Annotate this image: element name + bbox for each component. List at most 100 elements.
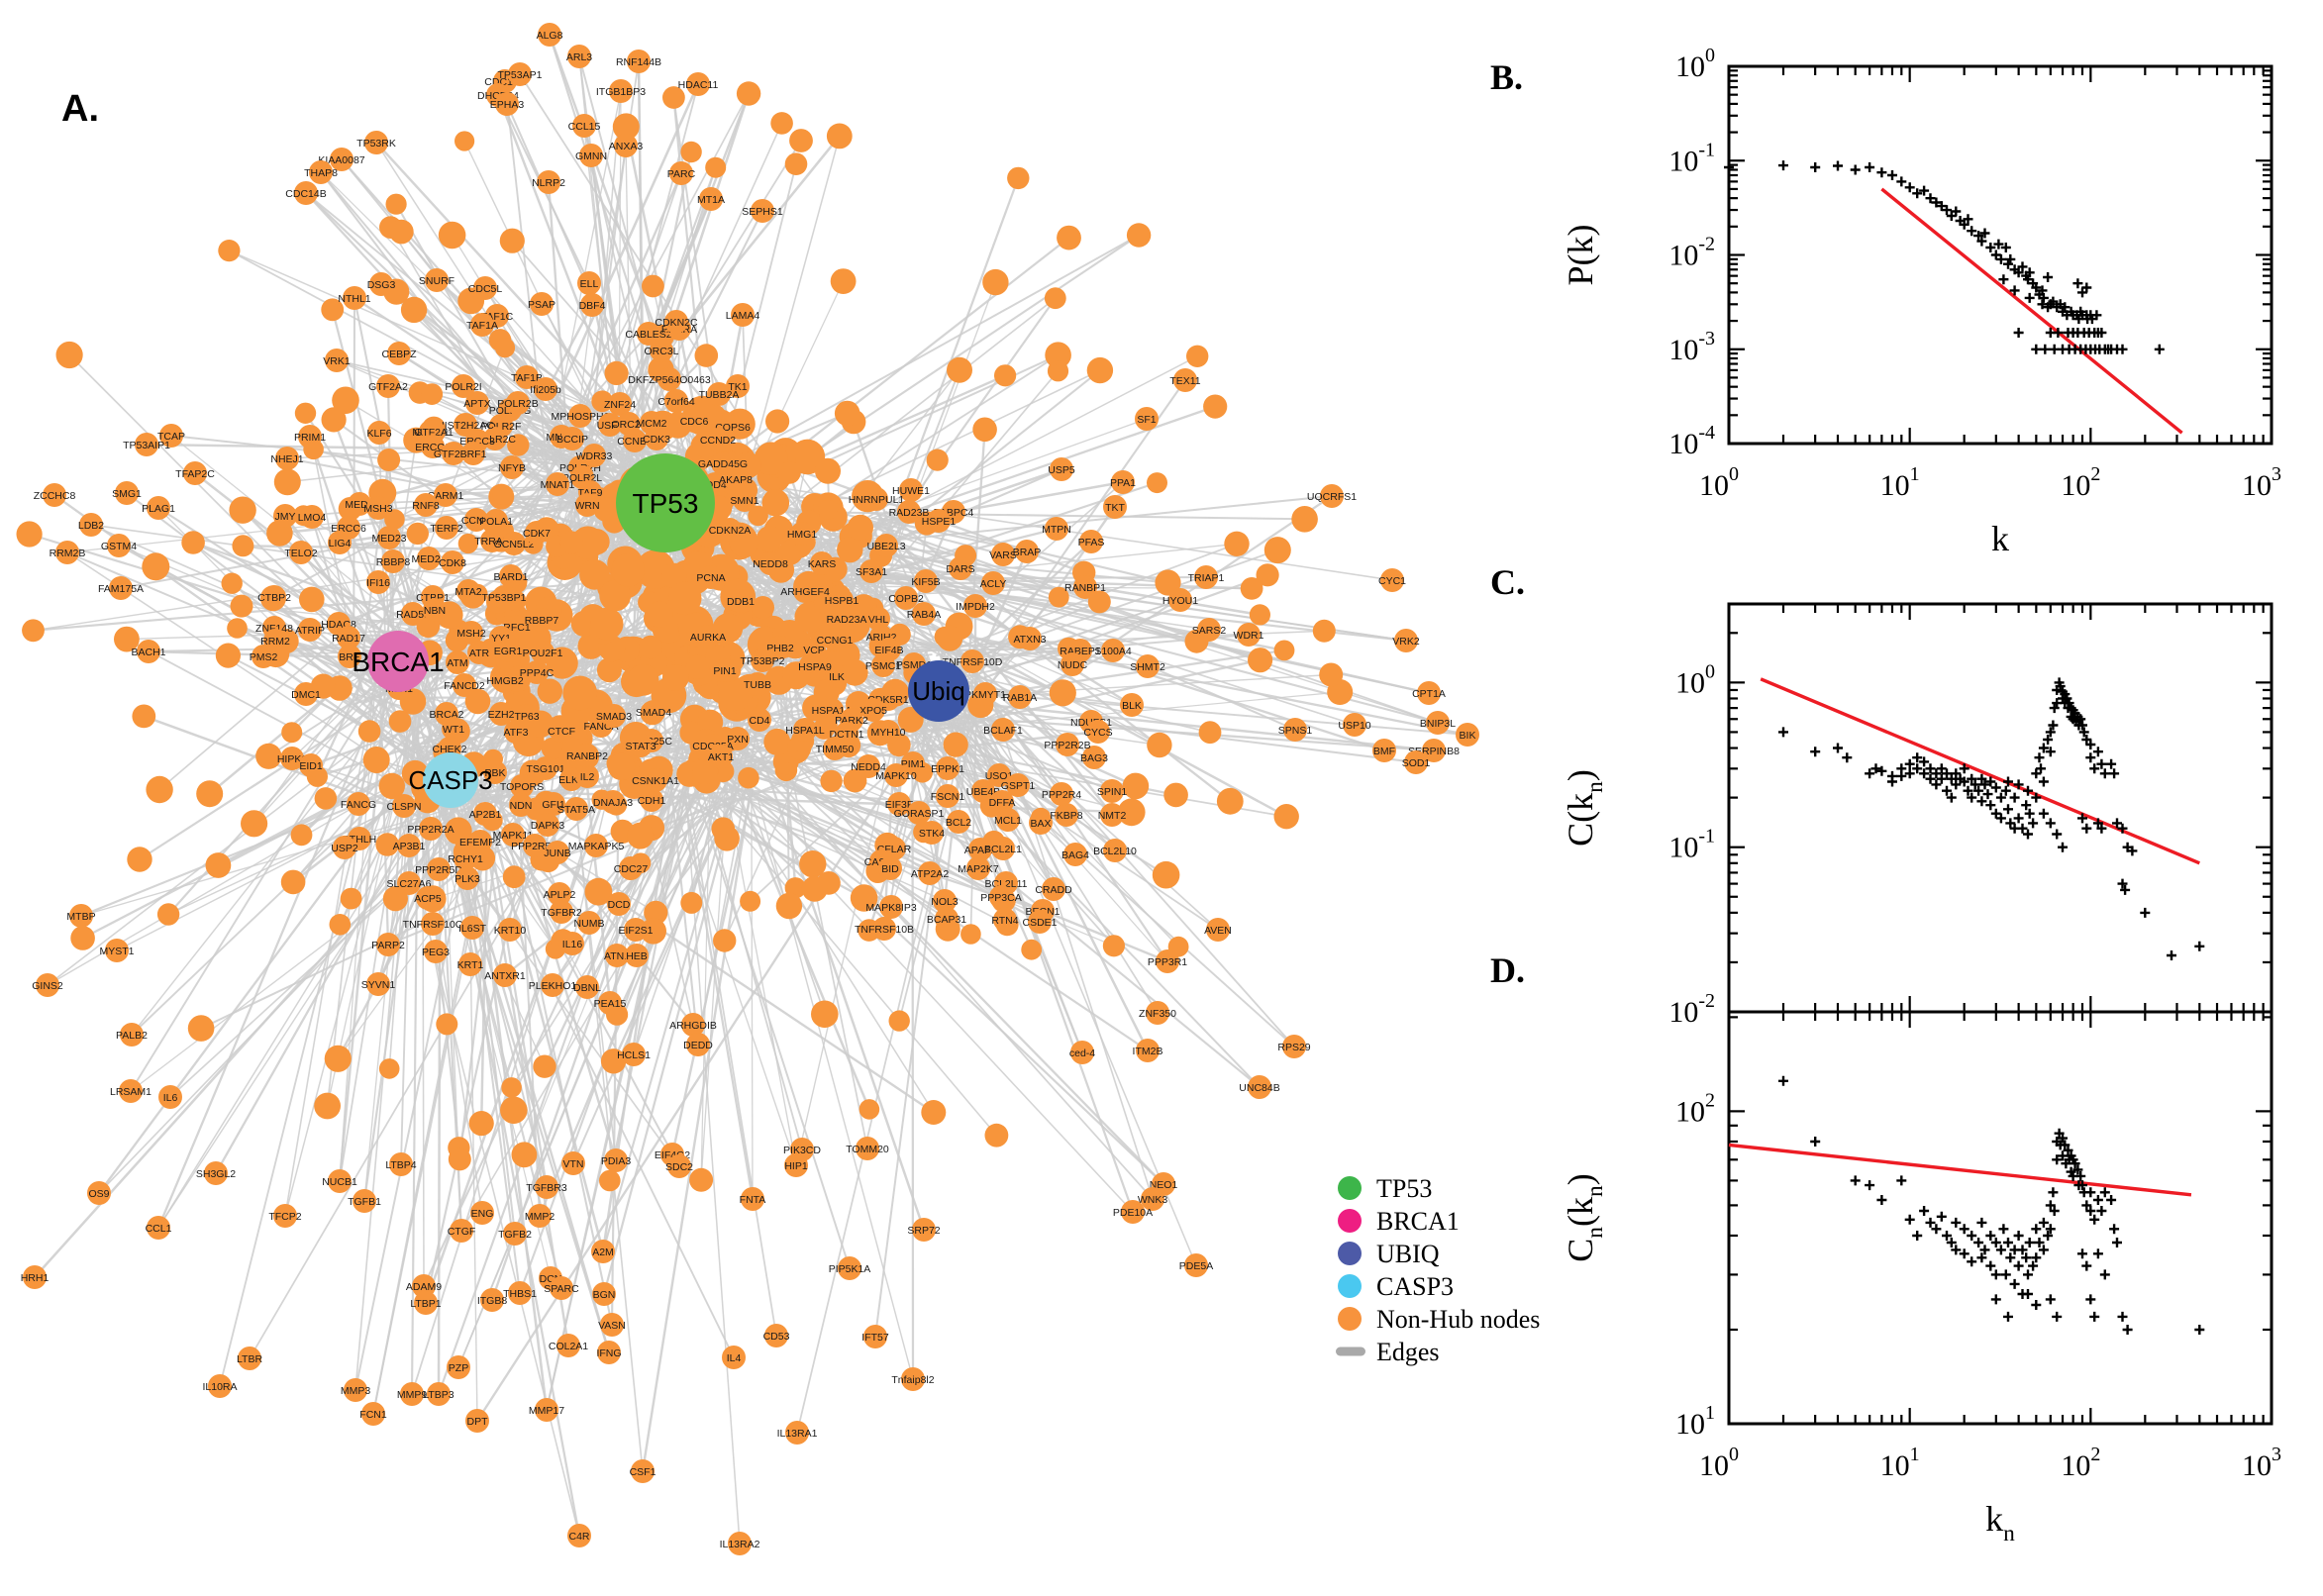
network-node-label: PSMC1 [865,660,901,672]
data-point [1985,1231,1996,1241]
network-node-label: EIF3F [885,799,914,811]
network-node [364,131,388,154]
data-point [1976,796,1987,807]
network-node-label: TP63 [514,711,539,723]
network-node-label: WRN [574,500,599,512]
network-node [1044,287,1066,310]
network-node [631,1459,655,1483]
network-node-label: MNAT1 [541,479,575,491]
network-node [607,752,636,781]
network-node [280,869,306,895]
network-node [314,787,338,810]
network-node [511,1142,538,1168]
network-node [535,1175,558,1199]
network-node-label: KIAA0087 [318,154,364,166]
network-node-label: MED24 [411,553,446,565]
network-node [991,718,1015,742]
network-node [468,830,492,853]
axis-ticks [1727,602,2273,1014]
network-node [501,1077,522,1098]
network-node [16,521,43,548]
network-node [135,433,158,456]
data-point [2066,703,2076,714]
network-node [536,813,559,837]
data-point [2109,1224,2120,1235]
network-node-label: VARS [989,549,1017,561]
network-node [1291,506,1318,533]
data-point [2167,950,2176,960]
data-point [1904,1214,1915,1225]
network-node [871,653,895,677]
network-node-label: SEPHS1 [742,206,783,218]
network-node-label: RAB4A [907,609,941,621]
data-point [2034,752,2045,763]
data-point [1967,1256,1977,1267]
network-node [598,413,622,437]
network-node-label: CCNB1 [617,436,653,448]
network-node [686,1033,710,1056]
data-point [1967,1231,1977,1241]
network-node [389,1152,413,1176]
network-node [377,526,401,549]
network-node [325,349,349,372]
network-node [229,496,256,524]
network-node [680,141,702,163]
network-node [864,487,888,511]
network-node-label: ATM [447,657,467,669]
data-point [2045,747,2056,757]
network-node-label: RBBP7 [525,615,559,627]
network-node [947,810,970,834]
network-node-label: ATN1 [604,950,630,962]
network-node-label: COL2A1 [549,1341,588,1352]
network-node [591,390,614,413]
network-node [344,1378,367,1402]
network-node-label: RPS29 [1277,1042,1310,1053]
network-node-label: ACLY [980,578,1007,590]
network-node-label: NUDC [1058,659,1088,671]
data-point [2072,278,2083,289]
data-point [2064,698,2074,709]
network-node [1197,618,1221,642]
network-node [770,112,793,135]
network-node [740,890,761,912]
network-node [914,569,938,593]
network-node [378,1058,400,1079]
network-node [329,914,352,936]
network-node [535,1398,558,1422]
network-node [826,123,853,150]
network-node [1050,457,1073,481]
network-node [1273,640,1295,661]
network-node [1029,811,1053,835]
network-node-label: C7orf64 [657,396,695,408]
network-node-label: MED23 [371,533,406,545]
data-point [1842,752,1853,763]
network-node-label: ARHGEF4 [780,586,830,598]
network-node-label: VASN [598,1320,626,1332]
data-point [2049,1206,2060,1216]
data-point [1936,763,1947,774]
network-node [991,543,1015,566]
data-point [2038,776,2049,787]
data-point [2045,1200,2056,1211]
network-node [450,1219,473,1243]
network-node [55,541,79,564]
network-node [548,882,571,906]
network-node [709,745,733,768]
tick-label: 102 [1675,1089,1715,1128]
network-node [943,732,968,757]
network-node-label: CDK3 [643,434,670,446]
network-node-label: KRT1 [457,959,484,971]
network-node-label: TUBB2A [699,389,740,401]
network-node [1045,342,1071,369]
data-point [1985,1260,1996,1271]
network-node-label: PPA1 [1110,477,1136,489]
network-node-label: DBNL [573,982,601,994]
data-point [1946,1238,1957,1247]
data-point [1973,1238,1984,1247]
network-node-label: RAD23A [827,614,867,626]
network-node [321,298,345,322]
data-point [2037,285,2048,296]
network-node-label: PCNA [696,572,725,584]
network-node [685,654,711,679]
network-node-label: EPPK1 [931,763,964,775]
